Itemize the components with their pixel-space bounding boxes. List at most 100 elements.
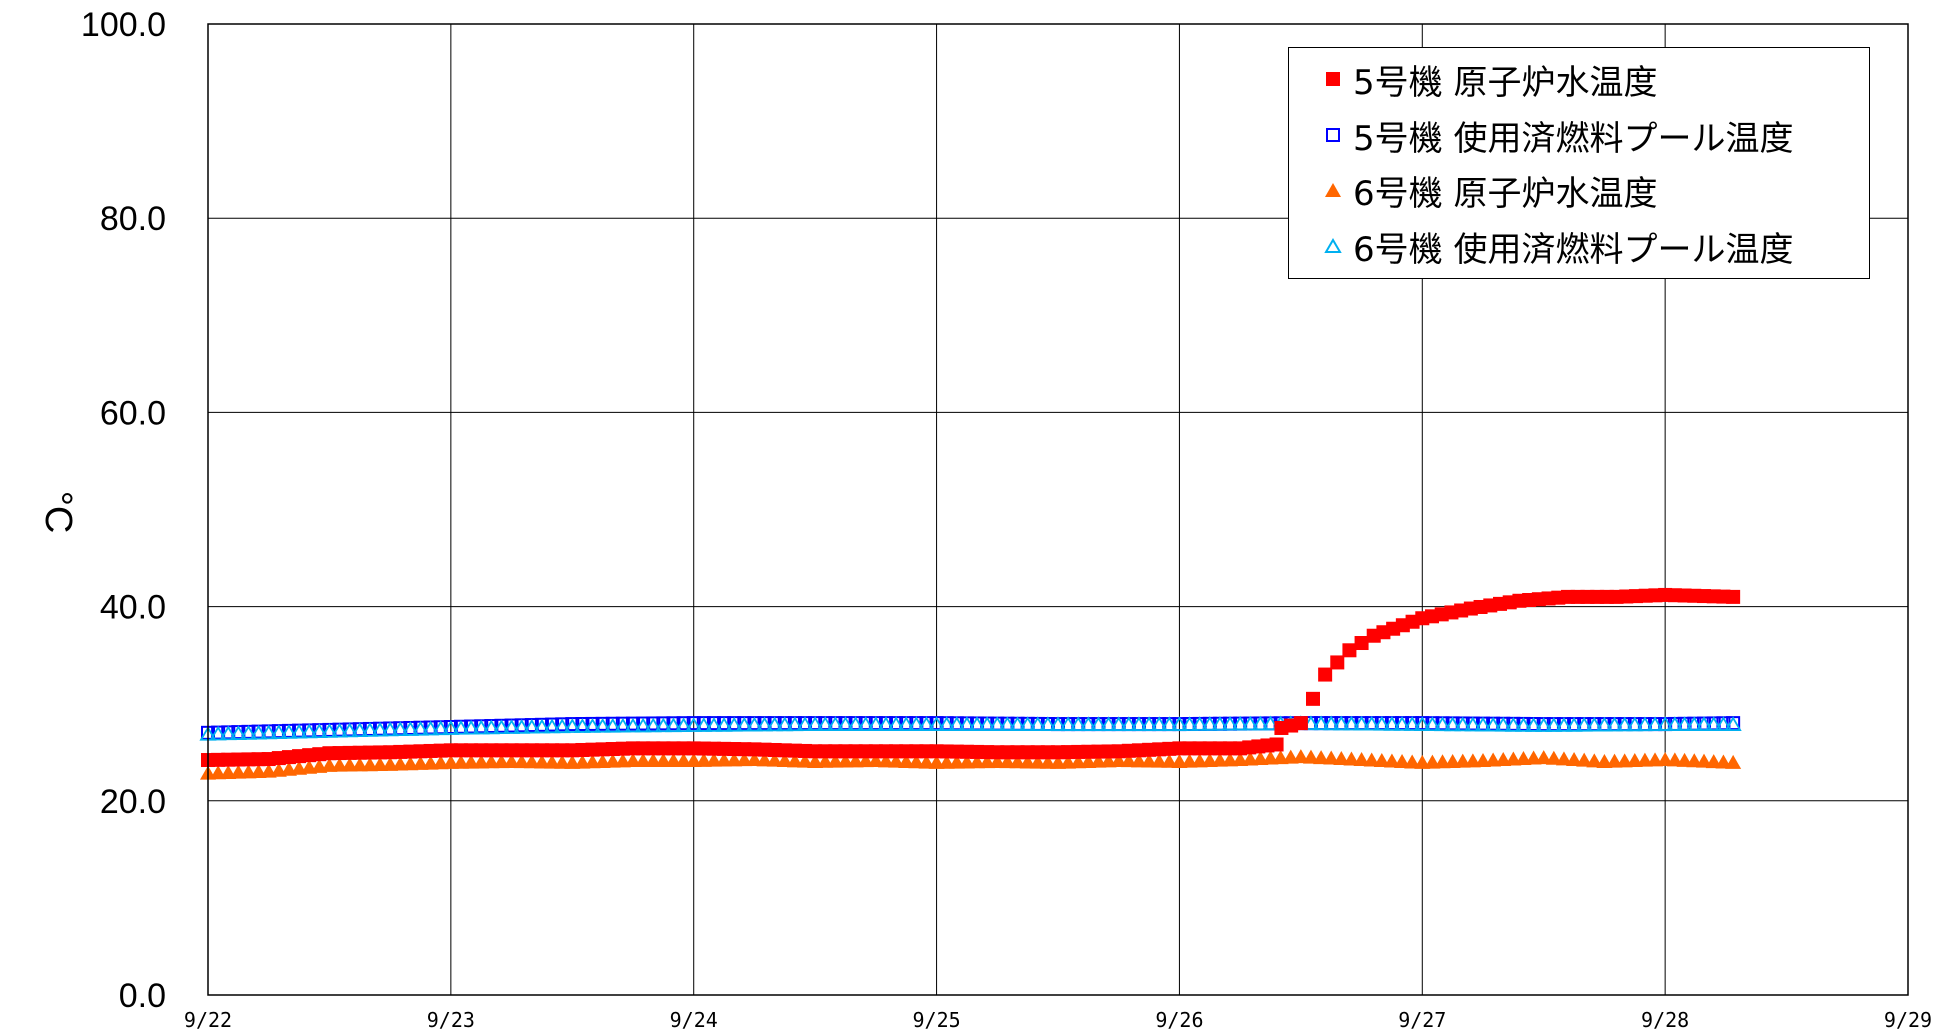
data-point [605, 716, 620, 731]
y-axis-label: °C [37, 491, 79, 534]
data-point [1330, 655, 1345, 670]
data-point [1019, 716, 1037, 731]
data-point [554, 754, 571, 769]
y-tick-label: 0.0 [119, 977, 166, 1015]
data-point [1333, 751, 1350, 766]
data-point [1575, 716, 1593, 732]
x-tick-label: 9/25 [912, 1008, 960, 1032]
hollow-triangle-marker-icon [1324, 238, 1342, 253]
data-point [565, 717, 580, 732]
data-point [270, 724, 288, 739]
data-point [635, 752, 652, 767]
data-point [1318, 667, 1333, 682]
y-tick-label: 60.0 [100, 394, 166, 432]
data-point [917, 716, 936, 731]
data-point [1525, 717, 1543, 732]
data-point [1261, 715, 1280, 731]
data-point [260, 724, 278, 740]
data-point [776, 752, 793, 767]
data-point [411, 720, 430, 736]
series-3 [199, 715, 1742, 741]
data-point [1160, 716, 1178, 731]
data-point [867, 752, 884, 767]
data-point [594, 717, 612, 733]
data-point [583, 718, 602, 733]
data-point [1725, 754, 1742, 769]
legend-label: 5号機 使用済燃料プール温度 [1353, 118, 1794, 159]
data-point [1484, 716, 1502, 732]
data-point [1079, 716, 1097, 731]
x-tick-label: 9/29 [1884, 1008, 1932, 1032]
y-tick-label: 20.0 [100, 783, 166, 821]
data-point [1474, 716, 1492, 732]
data-point [229, 725, 247, 740]
data-point [776, 716, 794, 732]
data-point [827, 753, 844, 768]
data-point [969, 754, 986, 769]
data-point [351, 757, 368, 772]
data-point [928, 716, 946, 731]
data-point [310, 723, 328, 739]
data-point [666, 716, 681, 731]
data-point [372, 757, 389, 772]
data-point [958, 754, 975, 769]
data-point [1646, 716, 1664, 732]
data-point [705, 717, 723, 732]
legend-item-unit5-reactor: 5号機 原子炉水温度 [1323, 58, 1657, 103]
data-point [250, 724, 268, 740]
data-point [321, 757, 338, 772]
data-point [705, 752, 722, 767]
data-point [755, 716, 774, 732]
data-point [1566, 752, 1583, 767]
data-point [685, 752, 702, 767]
data-point [503, 753, 520, 768]
data-point [1433, 716, 1452, 732]
data-point [472, 719, 490, 735]
data-point [1695, 716, 1713, 731]
data-point [715, 717, 733, 732]
data-point [646, 716, 661, 731]
data-point [1039, 716, 1057, 731]
x-tick-label: 9/26 [1155, 1008, 1203, 1032]
data-point [442, 754, 459, 769]
data-point [1514, 717, 1533, 732]
data-point [1353, 715, 1371, 731]
data-point [1302, 749, 1319, 764]
y-tick-label: 100.0 [81, 6, 166, 44]
data-point [636, 716, 651, 731]
data-point [1201, 716, 1219, 731]
data-point [695, 717, 713, 732]
data-point [482, 719, 500, 735]
data-point [1306, 691, 1320, 706]
data-point [908, 754, 925, 769]
data-point [1714, 716, 1732, 731]
data-point [1029, 716, 1047, 731]
data-point [615, 716, 630, 731]
data-point [351, 722, 369, 738]
data-point [695, 752, 712, 767]
series-2 [200, 749, 1742, 780]
hollow-square-marker-icon [1326, 128, 1340, 142]
data-point [624, 717, 642, 733]
data-point [585, 716, 600, 731]
data-point [988, 716, 1006, 731]
data-point [1555, 717, 1573, 732]
data-point [796, 716, 814, 732]
data-point [745, 716, 763, 732]
data-point [1685, 716, 1703, 731]
data-point [1605, 716, 1624, 732]
data-point [1383, 753, 1400, 768]
data-point [1353, 752, 1370, 767]
data-point [797, 753, 814, 768]
data-point [656, 716, 671, 731]
data-point [1343, 751, 1360, 766]
data-point [1221, 715, 1239, 731]
data-point [503, 719, 521, 734]
data-point [1161, 753, 1178, 768]
data-point [1444, 716, 1462, 732]
data-point [1373, 752, 1390, 767]
data-point [1008, 716, 1027, 731]
filled-triangle-marker-icon [1325, 183, 1341, 197]
data-point [1110, 752, 1127, 767]
data-point [665, 752, 682, 767]
